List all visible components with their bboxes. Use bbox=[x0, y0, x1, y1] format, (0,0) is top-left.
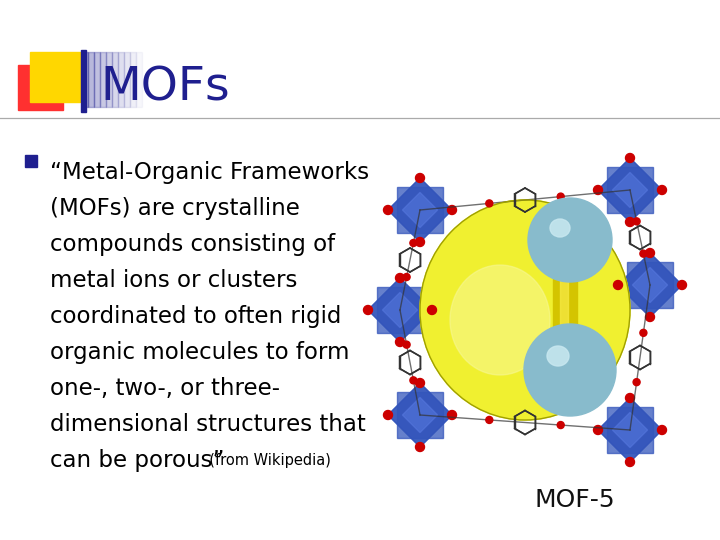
Circle shape bbox=[415, 379, 425, 388]
Polygon shape bbox=[608, 407, 652, 453]
Polygon shape bbox=[402, 192, 438, 227]
Circle shape bbox=[448, 410, 456, 420]
Bar bbox=[82, 52, 88, 107]
Bar bbox=[25, 155, 37, 167]
Text: one-, two-, or three-: one-, two-, or three- bbox=[50, 377, 280, 400]
Text: organic molecules to form: organic molecules to form bbox=[50, 341, 349, 364]
Circle shape bbox=[633, 379, 640, 386]
Ellipse shape bbox=[524, 324, 616, 416]
Bar bbox=[136, 52, 142, 107]
Bar bbox=[30, 52, 80, 102]
Circle shape bbox=[403, 273, 410, 280]
Polygon shape bbox=[377, 287, 423, 333]
Text: MOF-5: MOF-5 bbox=[535, 488, 616, 512]
Text: (from Wikipedia): (from Wikipedia) bbox=[200, 453, 331, 468]
Circle shape bbox=[364, 306, 372, 314]
Circle shape bbox=[626, 394, 634, 402]
Circle shape bbox=[646, 313, 654, 321]
Polygon shape bbox=[627, 262, 672, 308]
Circle shape bbox=[395, 273, 405, 282]
Ellipse shape bbox=[550, 219, 570, 237]
Polygon shape bbox=[368, 278, 432, 342]
Bar bbox=[560, 245, 568, 360]
Circle shape bbox=[557, 193, 564, 200]
Polygon shape bbox=[382, 292, 418, 328]
Circle shape bbox=[395, 338, 405, 347]
Ellipse shape bbox=[450, 265, 550, 375]
Polygon shape bbox=[397, 393, 443, 437]
Circle shape bbox=[640, 250, 647, 257]
Ellipse shape bbox=[420, 200, 630, 420]
Circle shape bbox=[415, 442, 425, 451]
Bar bbox=[100, 52, 106, 107]
Text: MOFs: MOFs bbox=[100, 65, 230, 111]
Circle shape bbox=[626, 457, 634, 467]
Polygon shape bbox=[608, 167, 652, 213]
Bar bbox=[124, 52, 130, 107]
Circle shape bbox=[593, 426, 603, 435]
Circle shape bbox=[626, 218, 634, 226]
Bar bbox=[118, 52, 124, 107]
Polygon shape bbox=[388, 383, 452, 447]
Circle shape bbox=[646, 248, 654, 258]
Bar bbox=[106, 52, 112, 107]
Circle shape bbox=[657, 426, 667, 435]
Bar bbox=[112, 52, 118, 107]
Circle shape bbox=[678, 280, 686, 289]
Circle shape bbox=[486, 200, 492, 207]
Circle shape bbox=[384, 206, 392, 214]
Circle shape bbox=[557, 422, 564, 429]
Text: can be porous”: can be porous” bbox=[50, 449, 225, 472]
Circle shape bbox=[657, 186, 667, 194]
Circle shape bbox=[593, 186, 603, 194]
Circle shape bbox=[403, 341, 410, 348]
Polygon shape bbox=[402, 397, 438, 433]
Bar bbox=[88, 52, 94, 107]
Circle shape bbox=[384, 410, 392, 420]
Polygon shape bbox=[613, 172, 647, 207]
Text: coordinated to often rigid: coordinated to often rigid bbox=[50, 305, 341, 328]
Circle shape bbox=[415, 238, 425, 246]
Polygon shape bbox=[618, 253, 682, 317]
Ellipse shape bbox=[528, 198, 612, 282]
Polygon shape bbox=[632, 267, 667, 302]
Text: (MOFs) are crystalline: (MOFs) are crystalline bbox=[50, 197, 300, 220]
Bar bbox=[18, 65, 63, 110]
Circle shape bbox=[415, 173, 425, 183]
Polygon shape bbox=[618, 253, 682, 317]
Bar bbox=[553, 245, 577, 360]
Circle shape bbox=[410, 377, 417, 384]
Polygon shape bbox=[368, 278, 432, 342]
Bar bbox=[130, 52, 136, 107]
Circle shape bbox=[633, 218, 640, 225]
Polygon shape bbox=[598, 398, 662, 462]
Circle shape bbox=[448, 206, 456, 214]
Bar bbox=[94, 52, 100, 107]
Text: dimensional structures that: dimensional structures that bbox=[50, 413, 366, 436]
Circle shape bbox=[486, 416, 492, 423]
Polygon shape bbox=[598, 158, 662, 222]
Text: “Metal-Organic Frameworks: “Metal-Organic Frameworks bbox=[50, 161, 369, 184]
Circle shape bbox=[428, 306, 436, 314]
Polygon shape bbox=[388, 178, 452, 242]
Polygon shape bbox=[388, 383, 452, 447]
Circle shape bbox=[626, 153, 634, 163]
Ellipse shape bbox=[547, 346, 569, 366]
Circle shape bbox=[613, 280, 623, 289]
Polygon shape bbox=[613, 413, 647, 448]
Polygon shape bbox=[598, 398, 662, 462]
Polygon shape bbox=[397, 187, 443, 233]
Polygon shape bbox=[598, 158, 662, 222]
Circle shape bbox=[640, 329, 647, 336]
Circle shape bbox=[410, 240, 417, 246]
Bar bbox=[81, 50, 86, 112]
Text: compounds consisting of: compounds consisting of bbox=[50, 233, 335, 256]
Text: metal ions or clusters: metal ions or clusters bbox=[50, 269, 297, 292]
Polygon shape bbox=[388, 178, 452, 242]
